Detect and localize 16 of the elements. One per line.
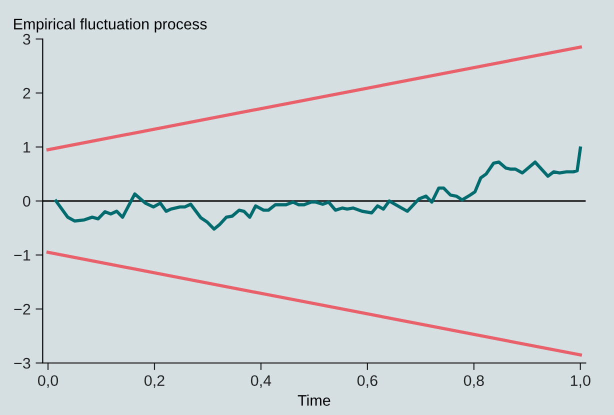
x-axis-title: Time xyxy=(298,394,330,406)
y-tick-label: −3 xyxy=(14,358,30,369)
line-series xyxy=(54,146,582,231)
y-tick-label: 0 xyxy=(22,196,30,207)
y-tick-label: 1 xyxy=(24,142,30,153)
y-tick-label: 3 xyxy=(22,34,30,45)
x-tick-label: 0,4 xyxy=(250,375,272,388)
x-tick-label: 0,8 xyxy=(464,375,484,388)
y-tick-label: 2 xyxy=(23,88,30,99)
x-tick-label: 0,0 xyxy=(38,375,58,388)
y-tick-label: −1 xyxy=(14,250,30,261)
y-tick-label: −2 xyxy=(14,304,30,315)
y-axis-title: Empirical fluctuation process xyxy=(14,18,207,33)
x-tick-label: 0,2 xyxy=(144,375,164,388)
x-tick-label: 0,6 xyxy=(357,375,378,388)
x-tick-label: 1,0 xyxy=(570,375,590,388)
